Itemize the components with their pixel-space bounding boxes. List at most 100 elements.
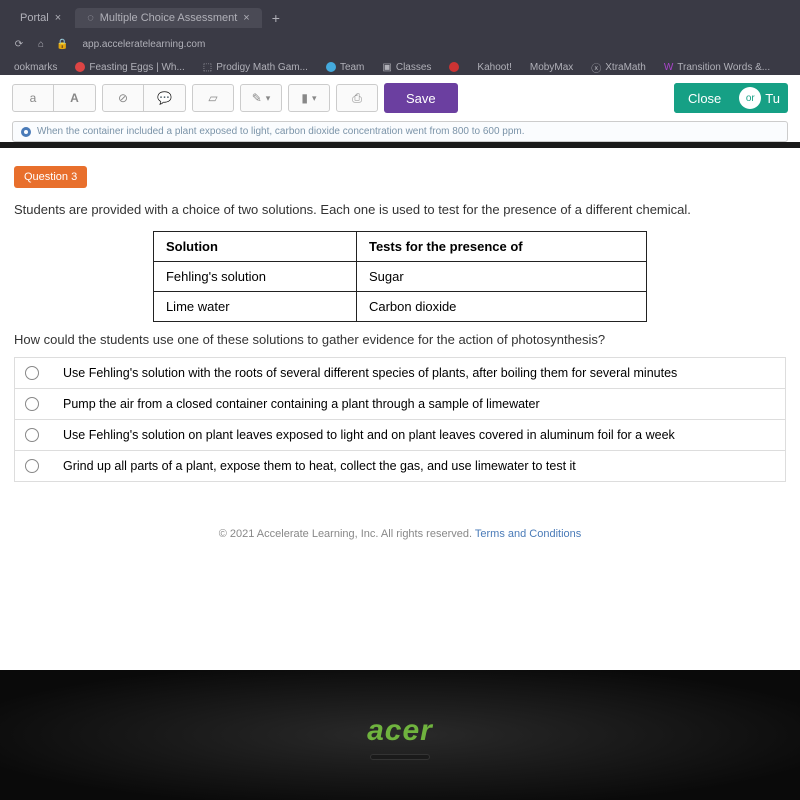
refresh-icon[interactable]: ⟳ [12, 39, 26, 50]
followup-question: How could the students use one of these … [14, 332, 786, 347]
copyright-text: © 2021 Accelerate Learning, Inc. All rig… [219, 528, 475, 540]
highlight-tool-button[interactable]: ▮ [288, 84, 330, 112]
option-text: Grind up all parts of a plant, expose th… [63, 459, 576, 473]
radio-icon[interactable] [25, 459, 39, 473]
eraser-icon: ▱ [208, 91, 217, 105]
bookmark-item[interactable] [449, 62, 459, 72]
new-tab-button[interactable]: + [264, 10, 288, 26]
tab-title: Multiple Choice Assessment [100, 12, 238, 24]
bookmark-favicon-icon [75, 62, 85, 72]
answer-option[interactable]: Use Fehling's solution on plant leaves e… [15, 420, 785, 451]
bookmark-favicon-icon: ⬚ [203, 62, 212, 73]
draw-tool-button[interactable]: ✎ [240, 84, 282, 112]
comment-button[interactable]: 💬 [144, 84, 186, 112]
bookmark-favicon-icon: W [664, 62, 673, 73]
bookmark-favicon-icon: ⓧ [591, 60, 601, 75]
save-button[interactable]: Save [384, 83, 458, 113]
answer-option[interactable]: Grind up all parts of a plant, expose th… [15, 451, 785, 481]
bookmark-favicon-icon [326, 62, 336, 72]
home-icon[interactable]: ⌂ [34, 39, 48, 50]
radio-icon[interactable] [25, 428, 39, 442]
answer-option[interactable]: Use Fehling's solution with the roots of… [15, 358, 785, 389]
speech-bubble-icon: 💬 [157, 91, 172, 105]
bookmark-label: Feasting Eggs | Wh... [89, 62, 184, 73]
bookmark-item[interactable]: MobyMax [530, 62, 573, 73]
page-footer: © 2021 Accelerate Learning, Inc. All rig… [14, 528, 786, 540]
editor-toolbar: a A ⊘ 💬 ▱ ✎ ▮ ⎙ Save Close or Tu [0, 75, 800, 121]
table-header: Solution [153, 232, 356, 262]
brand-logo: acer [0, 670, 800, 748]
bookmark-label: Classes [396, 62, 432, 73]
bookmark-item[interactable]: ⬚ Prodigy Math Gam... [203, 62, 308, 73]
bookmark-favicon-icon [449, 62, 459, 72]
answer-option[interactable]: Pump the air from a closed container con… [15, 389, 785, 420]
link-icon: ⊘ [118, 91, 128, 105]
url-text[interactable]: app.acceleratelearning.com [76, 39, 211, 50]
table-cell: Fehling's solution [153, 262, 356, 292]
close-icon[interactable]: × [55, 12, 61, 24]
bookmark-label: Team [340, 62, 364, 73]
option-text: Pump the air from a closed container con… [63, 397, 540, 411]
question-panel: Question 3 Students are provided with a … [0, 148, 800, 708]
label: a [30, 91, 37, 105]
close-button[interactable]: Close [674, 83, 735, 113]
bookmark-favicon-icon: ▣ [382, 62, 391, 73]
table-row: Fehling's solution Sugar [153, 262, 646, 292]
bookmark-item[interactable]: ⓧ XtraMath [591, 60, 646, 75]
table-header-row: Solution Tests for the presence of [153, 232, 646, 262]
previous-answer-text: When the container included a plant expo… [37, 126, 525, 137]
table-header: Tests for the presence of [356, 232, 646, 262]
bookmark-item[interactable]: ▣ Classes [382, 62, 431, 73]
laptop-frame: acer [0, 670, 800, 800]
question-prompt: Students are provided with a choice of t… [14, 202, 786, 217]
address-bar-row: ⟳ ⌂ 🔒 app.acceleratelearning.com [8, 34, 792, 54]
solutions-table: Solution Tests for the presence of Fehli… [153, 231, 647, 322]
site-info-icon[interactable]: 🔒 [56, 39, 68, 50]
laptop-hinge [370, 754, 430, 760]
pencil-icon: ✎ [252, 91, 262, 105]
bookmark-label: Transition Words &... [677, 62, 770, 73]
bookmark-label: MobyMax [530, 62, 573, 73]
browser-tab-assessment[interactable]: ◌ Multiple Choice Assessment × [75, 8, 262, 28]
option-text: Use Fehling's solution on plant leaves e… [63, 428, 675, 442]
label: A [70, 91, 79, 105]
turnin-button[interactable]: Tu [765, 91, 780, 106]
table-row: Lime water Carbon dioxide [153, 292, 646, 322]
tab-favicon-icon: ◌ [87, 12, 94, 24]
radio-selected-icon [21, 127, 31, 137]
highlight-icon: ▮ [301, 91, 308, 105]
bookmarks-label: ookmarks [14, 62, 57, 73]
link-comment-group: ⊘ 💬 [102, 84, 186, 112]
question-number-badge: Question 3 [14, 166, 87, 188]
tab-title: Portal [20, 12, 49, 24]
bookmark-label: XtraMath [605, 62, 646, 73]
bookmark-item[interactable]: W Transition Words &... [664, 62, 770, 73]
table-cell: Lime water [153, 292, 356, 322]
radio-icon[interactable] [25, 397, 39, 411]
answer-options: Use Fehling's solution with the roots of… [14, 357, 786, 482]
print-button[interactable]: ⎙ [336, 84, 378, 112]
table-cell: Sugar [356, 262, 646, 292]
bookmark-item[interactable]: Feasting Eggs | Wh... [75, 62, 184, 73]
table-cell: Carbon dioxide [356, 292, 646, 322]
bookmark-item[interactable]: Kahoot! [477, 62, 511, 73]
bookmark-label: Kahoot! [477, 62, 511, 73]
font-decrease-button[interactable]: a [12, 84, 54, 112]
browser-tab-portal[interactable]: Portal × [8, 8, 73, 28]
bookmark-item[interactable]: Team [326, 62, 364, 73]
or-separator: or [739, 87, 761, 109]
font-size-group: a A [12, 84, 96, 112]
close-turnin-group: Close or Tu [674, 83, 788, 113]
bookmark-label: Prodigy Math Gam... [216, 62, 308, 73]
browser-tabs: Portal × ◌ Multiple Choice Assessment × … [8, 4, 792, 32]
link-button[interactable]: ⊘ [102, 84, 144, 112]
previous-answer-row[interactable]: When the container included a plant expo… [12, 121, 788, 142]
eraser-button[interactable]: ▱ [192, 84, 234, 112]
font-increase-button[interactable]: A [54, 84, 96, 112]
option-text: Use Fehling's solution with the roots of… [63, 366, 677, 380]
browser-chrome: Portal × ◌ Multiple Choice Assessment × … [0, 0, 800, 75]
radio-icon[interactable] [25, 366, 39, 380]
print-icon: ⎙ [352, 91, 362, 106]
close-icon[interactable]: × [243, 12, 249, 24]
terms-link[interactable]: Terms and Conditions [475, 528, 581, 540]
